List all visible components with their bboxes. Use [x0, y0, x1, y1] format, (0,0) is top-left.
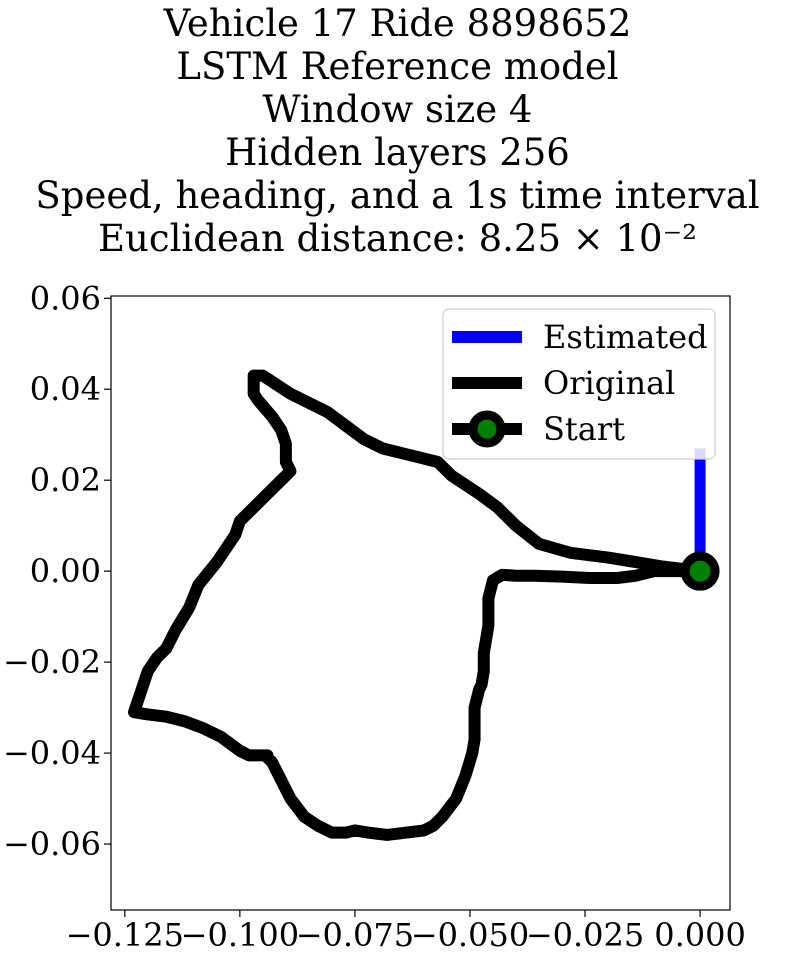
legend-label-original: Original — [543, 364, 675, 402]
y-tick-label: −0.06 — [3, 825, 101, 863]
series-original-line — [128, 369, 707, 841]
legend-box — [442, 308, 716, 460]
title-line-4: Hidden layers 256 — [225, 131, 570, 174]
title-line-1: Vehicle 17 Ride 8898652 — [163, 2, 632, 45]
legend-label-estimated: Estimated — [543, 318, 708, 356]
y-tick-label: 0.06 — [30, 279, 101, 317]
title-line-3: Window size 4 — [262, 88, 533, 131]
title-line-2: LSTM Reference model — [176, 45, 619, 88]
legend-start-marker — [468, 410, 506, 448]
y-axis: 0.06 0.04 0.02 0.00 −0.02 −0.04 −0.06 — [3, 279, 111, 863]
title-line-5: Speed, heading, and a 1s time interval — [35, 174, 760, 217]
x-tick-label: −0.100 — [181, 916, 299, 954]
x-axis: −0.125−0.100−0.075−0.050−0.025 0.000 — [66, 910, 746, 954]
y-tick-label: −0.02 — [3, 643, 101, 681]
y-tick-label: 0.00 — [30, 552, 101, 590]
chart-title: Vehicle 17 Ride 8898652 LSTM Reference m… — [0, 2, 795, 260]
y-tick-label: −0.04 — [3, 734, 101, 772]
y-tick-label: 0.02 — [30, 461, 101, 499]
plot-frame — [110, 295, 731, 911]
legend: Estimated Original Start — [442, 308, 716, 460]
start-marker — [680, 551, 720, 591]
x-tick-label: −0.125 — [66, 916, 184, 954]
x-tick-label: −0.075 — [296, 916, 414, 954]
x-tick-label: 0.000 — [654, 916, 746, 954]
data-traces — [128, 369, 720, 841]
legend-label-start: Start — [543, 410, 625, 448]
y-tick-label: 0.04 — [30, 370, 101, 408]
x-tick-label: −0.050 — [411, 916, 529, 954]
x-tick-label: −0.025 — [526, 916, 644, 954]
title-line-6: Euclidean distance: 8.25 × 10⁻² — [98, 217, 697, 260]
